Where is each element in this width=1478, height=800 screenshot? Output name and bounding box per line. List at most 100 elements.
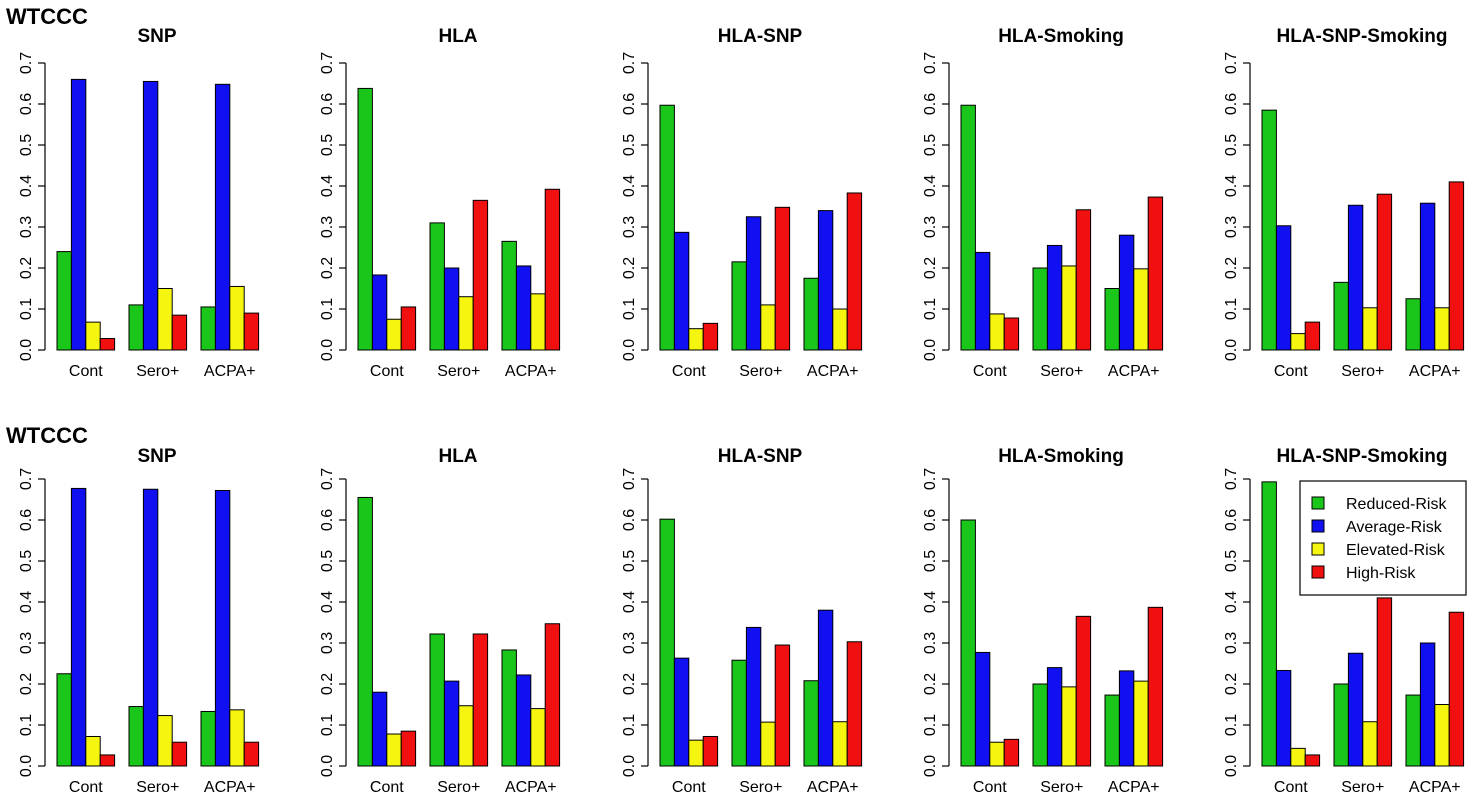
y-tick-label: 0.3 (18, 216, 35, 238)
bar-elevated-risk (688, 328, 704, 351)
y-tick-label: 0.3 (922, 632, 939, 654)
bar-elevated-risk (386, 733, 402, 767)
legend-box (1299, 480, 1467, 596)
y-tick-label: 0.6 (922, 509, 939, 531)
bar-elevated-risk (157, 715, 173, 767)
y-tick-label: 0.5 (922, 550, 939, 572)
bar-elevated-risk (989, 741, 1005, 767)
bar-reduced-risk (200, 710, 216, 767)
y-tick-label: 0.7 (319, 468, 336, 490)
bar-high-risk (1147, 606, 1164, 767)
bar-reduced-risk (1405, 298, 1421, 351)
bar-high-risk (171, 314, 188, 351)
bar-average-risk (515, 265, 532, 351)
bar-average-risk (1046, 244, 1063, 351)
x-category-label: Sero+ (1040, 779, 1083, 796)
bar-elevated-risk (1290, 747, 1306, 767)
y-tick-label: 0.1 (319, 298, 336, 320)
y-tick-label: 0.5 (18, 550, 35, 572)
x-category-label: Sero+ (136, 363, 179, 380)
chart-panel: HLA-SNP-Smoking 0.0 0.1 0.2 0.3 0.4 0.5 0.6 0.7 C… (1223, 446, 1465, 796)
bar-average-risk (974, 651, 991, 767)
y-tick-label: 0.1 (922, 298, 939, 320)
chart-title: SNP (137, 26, 176, 47)
bar-elevated-risk (1290, 333, 1306, 351)
y-tick-label: 0.6 (621, 509, 638, 531)
x-category-label: ACPA+ (204, 363, 256, 380)
y-tick-label: 0.2 (922, 673, 939, 695)
x-category-label: Sero+ (739, 779, 782, 796)
y-tick-label: 0.4 (319, 591, 336, 613)
x-category-label: Cont (973, 363, 1007, 380)
chart-panel: HLA-Smoking 0.0 0.1 0.2 0.3 0.4 0.5 0.6 0.7 Cont S… (922, 446, 1164, 796)
x-category-label: Cont (672, 779, 706, 796)
bar-elevated-risk (229, 285, 245, 351)
chart-panel: HLA-SNP 0.0 0.1 0.2 0.3 0.4 0.5 0.6 0.7 Cont Sero+… (621, 26, 863, 380)
bar-average-risk (142, 80, 159, 351)
y-tick-label: 0.4 (922, 591, 939, 613)
y-tick-label: 0.4 (18, 591, 35, 613)
bar-high-risk (1304, 754, 1321, 767)
bar-high-risk (544, 623, 561, 767)
y-tick-label: 0.7 (621, 468, 638, 490)
bar-high-risk (774, 206, 791, 351)
bar-average-risk (817, 210, 834, 351)
bar-elevated-risk (530, 708, 546, 767)
legend-label: High-Risk (1346, 565, 1416, 582)
bar-average-risk (745, 626, 762, 767)
y-tick-label: 0.6 (1223, 93, 1240, 115)
bar-reduced-risk (1104, 694, 1120, 767)
y-tick-label: 0.0 (922, 755, 939, 777)
bar-elevated-risk (1061, 265, 1077, 351)
y-tick-label: 0.3 (1223, 632, 1240, 654)
bar-average-risk (1419, 202, 1436, 351)
legend-label: Elevated-Risk (1346, 542, 1446, 559)
bar-average-risk (443, 680, 460, 767)
x-category-label: Sero+ (739, 363, 782, 380)
y-tick-label: 0.1 (18, 714, 35, 736)
chart-panel: HLA 0.0 0.1 0.2 0.3 0.4 0.5 0.6 0.7 Cont Sero+ ACPA… (319, 446, 561, 796)
bar-high-risk (1075, 209, 1092, 351)
bar-average-risk (1275, 225, 1292, 351)
y-tick-label: 0.5 (621, 550, 638, 572)
bar-high-risk (99, 338, 116, 351)
bar-reduced-risk (1261, 481, 1277, 767)
y-tick-label: 0.0 (621, 339, 638, 361)
y-tick-label: 0.0 (319, 755, 336, 777)
bar-average-risk (214, 489, 231, 767)
bar-high-risk (1003, 317, 1020, 351)
bar-average-risk (70, 487, 87, 767)
bar-elevated-risk (458, 296, 474, 351)
y-tick-label: 0.0 (1223, 339, 1240, 361)
y-tick-label: 0.6 (319, 93, 336, 115)
x-category-label: Sero+ (437, 363, 480, 380)
bar-high-risk (702, 322, 719, 351)
y-tick-label: 0.2 (18, 673, 35, 695)
bar-reduced-risk (56, 251, 72, 351)
y-tick-label: 0.2 (1223, 257, 1240, 279)
y-tick-label: 0.2 (319, 673, 336, 695)
y-tick-label: 0.0 (18, 339, 35, 361)
y-tick-label: 0.4 (1223, 175, 1240, 197)
y-tick-label: 0.7 (922, 468, 939, 490)
bar-high-risk (544, 188, 561, 351)
bar-average-risk (142, 488, 159, 767)
bar-reduced-risk (1333, 281, 1349, 351)
y-tick-label: 0.4 (621, 591, 638, 613)
bar-elevated-risk (157, 288, 173, 351)
bar-high-risk (1376, 597, 1393, 767)
bar-elevated-risk (1061, 686, 1077, 767)
y-tick-label: 0.2 (621, 257, 638, 279)
y-tick-label: 0.4 (319, 175, 336, 197)
bar-reduced-risk (429, 222, 445, 351)
legend-label: Average-Risk (1346, 519, 1443, 536)
bar-elevated-risk (530, 293, 546, 351)
bar-high-risk (1376, 193, 1393, 351)
bar-reduced-risk (1261, 109, 1277, 351)
y-tick-label: 0.5 (1223, 134, 1240, 156)
bar-average-risk (974, 251, 991, 351)
chart-panel: SNP 0.0 0.1 0.2 0.3 0.4 0.5 0.6 0.7 Cont Sero+ ACPA… (18, 446, 260, 796)
x-category-label: Sero+ (136, 779, 179, 796)
legend-swatch (1311, 565, 1325, 579)
